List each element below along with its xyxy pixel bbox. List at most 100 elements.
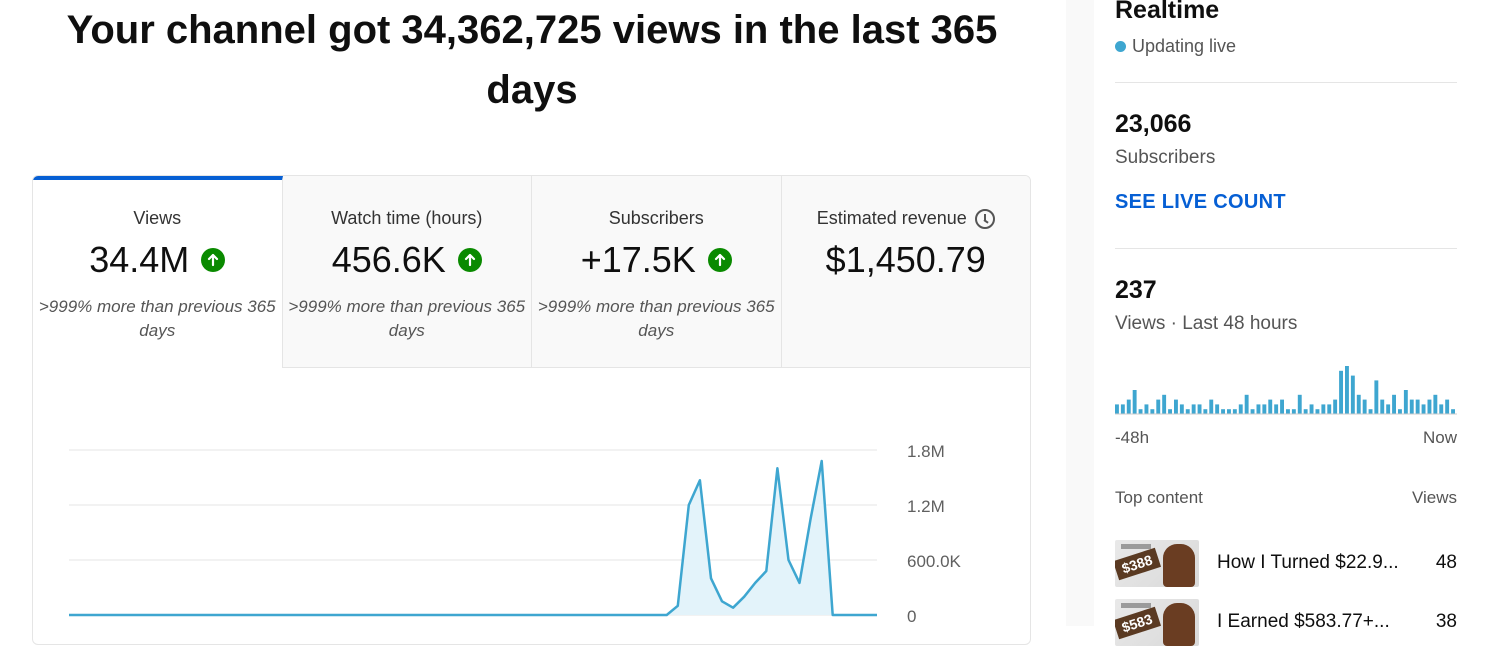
top-content-item[interactable]: $583 I Earned $583.77+... 38: [1115, 598, 1457, 646]
realtime-bar[interactable]: [1327, 404, 1332, 414]
video-views: 48: [1435, 552, 1457, 573]
realtime-bar[interactable]: [1403, 390, 1408, 414]
realtime-bar[interactable]: [1244, 394, 1249, 414]
realtime-bar[interactable]: [1215, 404, 1220, 414]
realtime-bar[interactable]: [1280, 399, 1284, 414]
realtime-bar[interactable]: [1227, 409, 1231, 414]
realtime-bar[interactable]: [1256, 404, 1261, 414]
realtime-bar[interactable]: [1427, 399, 1432, 414]
realtime-bar[interactable]: [1262, 404, 1267, 414]
realtime-bar[interactable]: [1339, 370, 1343, 414]
realtime-bar[interactable]: [1398, 409, 1402, 414]
tab-views[interactable]: Views 34.4M >999% more than previous 365…: [33, 176, 283, 368]
realtime-axis: -48h Now: [1115, 428, 1457, 448]
realtime-bar[interactable]: [1362, 399, 1367, 414]
realtime-bar[interactable]: [1445, 399, 1450, 414]
thumbnail-badge: $583: [1115, 606, 1162, 639]
views-chart-svg: 1.8M 1.2M 600.0K 0: [69, 442, 962, 626]
realtime-bar[interactable]: [1368, 409, 1373, 414]
realtime-views-count: 237: [1115, 276, 1157, 304]
realtime-bar[interactable]: [1439, 404, 1444, 414]
arrow-up-icon: [457, 248, 482, 272]
tab-subscribers[interactable]: Subscribers +17.5K >999% more than previ…: [532, 176, 782, 368]
realtime-bar[interactable]: [1221, 409, 1225, 414]
realtime-bar[interactable]: [1315, 409, 1320, 414]
video-thumbnail: $388: [1115, 539, 1199, 587]
realtime-bar[interactable]: [1297, 394, 1302, 414]
arrow-up-icon: [201, 248, 226, 272]
tab-value: 34.4M: [89, 239, 190, 280]
tab-title: Watch time (hours): [331, 208, 483, 228]
realtime-bar[interactable]: [1150, 409, 1155, 414]
realtime-bar[interactable]: [1309, 404, 1314, 414]
tab-comparison: >999% more than previous 365 days: [38, 297, 276, 340]
realtime-bar[interactable]: [1132, 390, 1137, 414]
realtime-bar[interactable]: [1126, 399, 1131, 414]
realtime-bar[interactable]: [1197, 404, 1202, 414]
realtime-bar[interactable]: [1174, 399, 1178, 414]
realtime-bar[interactable]: [1386, 404, 1391, 414]
axis-start-label: -48h: [1115, 428, 1150, 447]
realtime-bar[interactable]: [1209, 399, 1214, 414]
realtime-bar[interactable]: [1291, 409, 1296, 414]
realtime-bar[interactable]: [1321, 404, 1326, 414]
realtime-bar[interactable]: [1451, 409, 1455, 414]
realtime-bar[interactable]: [1179, 404, 1184, 414]
realtime-bar[interactable]: [1286, 409, 1290, 414]
realtime-bar[interactable]: [1345, 366, 1349, 414]
tab-value: $1,450.79: [825, 239, 986, 280]
tab-value-row: +17.5K: [532, 239, 781, 281]
realtime-bar[interactable]: [1115, 404, 1119, 414]
realtime-card: Realtime Updating live 23,066 Subscriber…: [1094, 0, 1498, 646]
top-content-title: Top content: [1115, 488, 1203, 507]
realtime-bar[interactable]: [1350, 375, 1355, 414]
realtime-bar[interactable]: [1392, 394, 1396, 414]
realtime-bar[interactable]: [1356, 394, 1361, 414]
realtime-sidebar: Realtime Updating live 23,066 Subscriber…: [1066, 0, 1498, 646]
realtime-bar[interactable]: [1191, 404, 1196, 414]
tab-value: 456.6K: [331, 239, 446, 280]
video-title: I Earned $583.77+...: [1217, 611, 1390, 632]
thumbnail-strip: [1121, 543, 1151, 549]
tab-watch-time[interactable]: Watch time (hours) 456.6K >999% more tha…: [282, 176, 532, 368]
thumbnail-face: [1163, 602, 1195, 646]
y-tick-label: 1.2M: [907, 497, 945, 516]
tab-comparison: >999% more than previous 365 days: [288, 297, 526, 340]
realtime-bar[interactable]: [1238, 404, 1243, 414]
realtime-bar[interactable]: [1415, 399, 1420, 414]
realtime-bar[interactable]: [1268, 399, 1273, 414]
video-title: How I Turned $22.9...: [1217, 552, 1399, 573]
tab-title: Subscribers: [608, 208, 704, 228]
realtime-bar[interactable]: [1185, 409, 1190, 414]
realtime-views-label: Views · Last 48 hours: [1115, 313, 1298, 334]
realtime-bar[interactable]: [1203, 409, 1208, 414]
realtime-bar[interactable]: [1333, 399, 1338, 414]
realtime-bar[interactable]: [1156, 399, 1161, 414]
realtime-bar[interactable]: [1250, 409, 1255, 414]
thumbnail-strip: [1121, 602, 1151, 608]
views-area-fill: [69, 461, 877, 615]
realtime-bar[interactable]: [1144, 404, 1149, 414]
realtime-bar[interactable]: [1380, 399, 1385, 414]
tab-title-row: Estimated revenue: [782, 208, 1031, 229]
views-series-line[interactable]: [69, 459, 877, 617]
clock-icon[interactable]: [974, 208, 995, 229]
top-content-item[interactable]: $388 How I Turned $22.9... 48: [1115, 539, 1457, 587]
realtime-bar[interactable]: [1303, 409, 1308, 414]
tab-estimated-revenue[interactable]: Estimated revenue $1,450.79: [781, 176, 1031, 368]
metric-tabs: Views 34.4M >999% more than previous 365…: [33, 176, 1030, 368]
realtime-bar[interactable]: [1168, 409, 1172, 414]
arrow-up-icon: [707, 248, 732, 272]
realtime-bar[interactable]: [1162, 394, 1167, 414]
realtime-bar[interactable]: [1409, 399, 1414, 414]
realtime-bar[interactable]: [1374, 380, 1379, 414]
realtime-bar[interactable]: [1421, 404, 1426, 414]
realtime-bar[interactable]: [1232, 409, 1237, 414]
realtime-bar[interactable]: [1138, 409, 1143, 414]
realtime-bar[interactable]: [1274, 404, 1279, 414]
see-live-count-link[interactable]: SEE LIVE COUNT: [1115, 191, 1286, 213]
realtime-bar-chart: [1115, 366, 1457, 415]
realtime-bar[interactable]: [1433, 394, 1438, 414]
page-headline: Your channel got 34,362,725 views in the…: [66, 8, 998, 112]
realtime-bar[interactable]: [1120, 404, 1125, 414]
